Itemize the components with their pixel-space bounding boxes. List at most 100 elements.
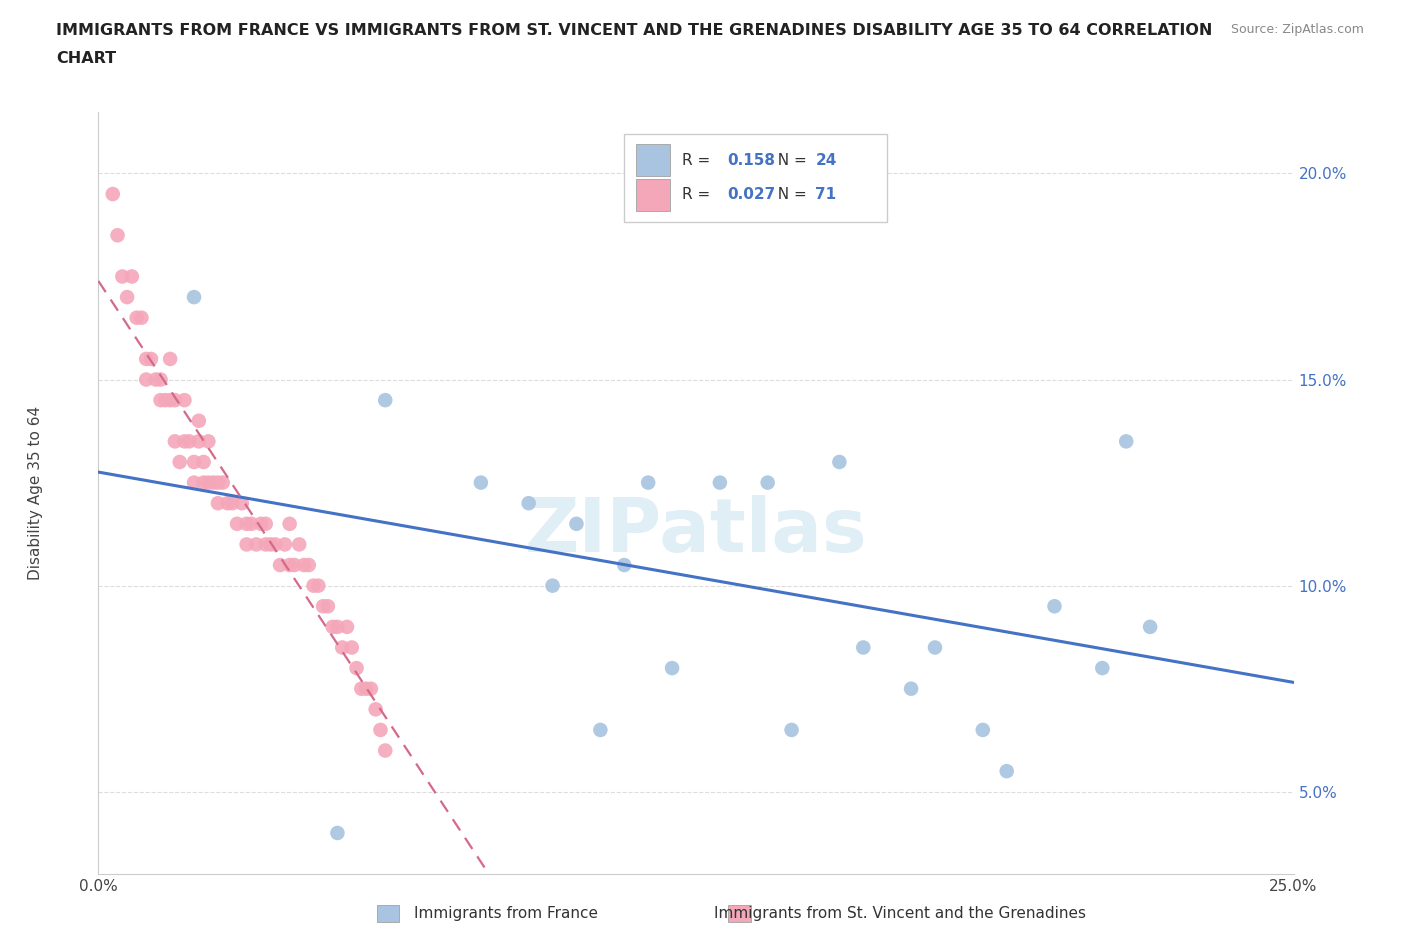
Point xyxy=(145,372,167,387)
Point xyxy=(326,826,349,841)
Point xyxy=(360,682,382,697)
FancyBboxPatch shape xyxy=(637,179,669,211)
Point xyxy=(135,352,157,366)
Bar xyxy=(377,905,399,922)
Point xyxy=(235,537,257,551)
Point xyxy=(254,516,277,531)
Point xyxy=(107,228,129,243)
Point xyxy=(207,475,229,490)
Point xyxy=(312,599,335,614)
Point xyxy=(374,392,396,407)
Point xyxy=(155,392,177,407)
Point xyxy=(370,723,392,737)
Point xyxy=(159,392,181,407)
Point xyxy=(202,475,225,490)
Point xyxy=(274,537,297,551)
Point xyxy=(288,537,311,551)
Point xyxy=(163,434,186,449)
Point xyxy=(193,455,215,470)
Text: R =: R = xyxy=(682,153,714,168)
Text: 0.027: 0.027 xyxy=(727,187,775,202)
Point xyxy=(330,640,353,655)
Point xyxy=(240,516,263,531)
Point xyxy=(283,558,305,573)
Point xyxy=(221,496,243,511)
Point xyxy=(709,475,731,490)
Point xyxy=(139,352,162,366)
Point xyxy=(183,289,205,304)
Point xyxy=(159,352,181,366)
Point xyxy=(613,558,636,573)
Text: 24: 24 xyxy=(815,153,837,168)
Point xyxy=(637,475,659,490)
Point xyxy=(149,392,172,407)
Point xyxy=(278,558,301,573)
Point xyxy=(1139,619,1161,634)
Bar xyxy=(728,905,751,922)
FancyBboxPatch shape xyxy=(637,144,669,177)
Point xyxy=(207,496,229,511)
Point xyxy=(131,311,153,325)
Point xyxy=(101,187,124,202)
Point xyxy=(250,516,273,531)
Point xyxy=(231,496,253,511)
Text: Immigrants from France: Immigrants from France xyxy=(415,906,598,921)
Point xyxy=(1091,660,1114,675)
Point xyxy=(245,537,267,551)
Point xyxy=(226,516,249,531)
Point xyxy=(900,682,922,697)
Point xyxy=(517,496,540,511)
Point xyxy=(302,578,325,593)
Point xyxy=(183,455,205,470)
Point xyxy=(350,682,373,697)
Point xyxy=(292,558,315,573)
Point xyxy=(756,475,779,490)
Point xyxy=(374,743,396,758)
Point xyxy=(259,537,281,551)
Point xyxy=(173,434,195,449)
Point xyxy=(972,723,994,737)
Point xyxy=(828,455,851,470)
Text: 71: 71 xyxy=(815,187,837,202)
Point xyxy=(254,537,277,551)
Point xyxy=(346,660,368,675)
Text: Source: ZipAtlas.com: Source: ZipAtlas.com xyxy=(1230,23,1364,36)
Point xyxy=(364,702,387,717)
Point xyxy=(340,640,363,655)
Point xyxy=(187,413,209,428)
Text: R =: R = xyxy=(682,187,714,202)
Point xyxy=(995,764,1018,778)
Point xyxy=(354,682,377,697)
Text: IMMIGRANTS FROM FRANCE VS IMMIGRANTS FROM ST. VINCENT AND THE GRENADINES DISABIL: IMMIGRANTS FROM FRANCE VS IMMIGRANTS FRO… xyxy=(56,23,1212,38)
Point xyxy=(1043,599,1066,614)
Point xyxy=(1115,434,1137,449)
Text: N =: N = xyxy=(768,187,811,202)
Point xyxy=(541,578,564,593)
Point xyxy=(211,475,233,490)
Point xyxy=(326,619,349,634)
Point xyxy=(589,723,612,737)
Point xyxy=(149,372,172,387)
Point xyxy=(780,723,803,737)
Y-axis label: Disability Age 35 to 64: Disability Age 35 to 64 xyxy=(28,405,42,580)
Point xyxy=(307,578,329,593)
Point xyxy=(852,640,875,655)
Point xyxy=(187,434,209,449)
Point xyxy=(278,516,301,531)
Text: N =: N = xyxy=(768,153,811,168)
Point xyxy=(169,455,191,470)
Point xyxy=(135,372,157,387)
Point xyxy=(173,392,195,407)
Text: 0.158: 0.158 xyxy=(727,153,775,168)
Point xyxy=(661,660,683,675)
Point xyxy=(193,475,215,490)
Point xyxy=(565,516,588,531)
Point xyxy=(924,640,946,655)
Point xyxy=(121,269,143,284)
Point xyxy=(298,558,321,573)
Point xyxy=(179,434,201,449)
Point xyxy=(316,599,339,614)
Text: CHART: CHART xyxy=(56,51,117,66)
Text: ZIPatlas: ZIPatlas xyxy=(524,495,868,567)
Point xyxy=(470,475,492,490)
